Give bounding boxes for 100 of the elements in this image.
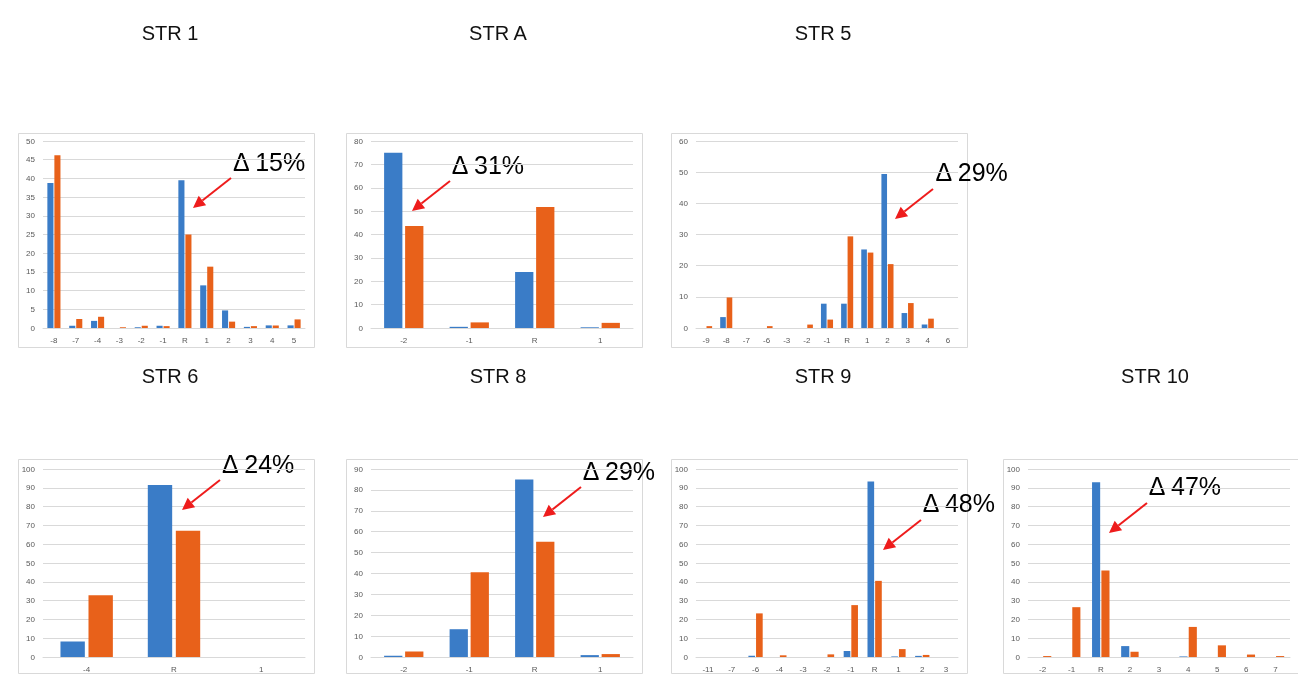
bar [384, 152, 403, 328]
y-tick-label: 10 [26, 286, 36, 296]
bar [726, 297, 733, 328]
y-tick-label: 60 [679, 539, 689, 549]
bar [449, 629, 468, 657]
bar [827, 319, 834, 328]
y-tick-label: 70 [354, 506, 364, 516]
y-tick-label: 40 [26, 173, 36, 183]
y-tick-label: 45 [26, 155, 36, 165]
annotation: Δ 29% [935, 158, 1008, 187]
annotation: Δ 47% [1148, 472, 1222, 501]
x-tick-label: -1 [465, 335, 474, 345]
y-tick-label: 30 [1011, 596, 1021, 606]
chart-title: STR 8 [469, 365, 527, 387]
y-tick-label: 10 [679, 633, 689, 643]
y-tick-label: 70 [679, 520, 689, 530]
y-tick-label: 30 [354, 589, 364, 599]
y-tick-label: 40 [354, 568, 364, 578]
bar [841, 303, 847, 328]
x-tick-label: -3 [115, 335, 124, 345]
bar [720, 317, 726, 328]
bar [536, 541, 555, 657]
y-tick-label: 10 [354, 631, 364, 641]
bar [898, 649, 906, 657]
y-tick-label: 80 [1011, 502, 1021, 512]
x-tick-label: -2 [803, 335, 811, 345]
x-tick-label: 3 [905, 335, 911, 345]
x-tick-label: -4 [94, 335, 102, 345]
bar [60, 641, 85, 657]
y-tick-label: 30 [679, 230, 689, 239]
y-tick-label: 0 [358, 652, 364, 662]
bar [272, 325, 279, 328]
y-tick-label: 100 [674, 464, 689, 474]
y-tick-label: 20 [1011, 614, 1021, 624]
y-tick-label: 40 [26, 577, 36, 587]
y-tick-label: 0 [683, 323, 689, 333]
y-tick-label: 90 [679, 483, 689, 493]
x-tick-label: R [531, 335, 538, 345]
x-tick-label: 2 [920, 664, 926, 674]
y-tick-label: 10 [26, 633, 36, 643]
bar [1072, 607, 1081, 657]
bar [470, 322, 489, 328]
bar [928, 318, 934, 328]
x-tick-label: 3 [1156, 664, 1162, 674]
chart-title: STR 6 [141, 365, 199, 387]
chart-title: STR 9 [794, 365, 852, 387]
x-tick-label: 1 [896, 664, 902, 674]
annotation: Δ 24% [222, 449, 295, 478]
y-tick-label: 70 [1011, 520, 1021, 530]
y-tick-label: 25 [26, 230, 36, 239]
bar [200, 285, 207, 328]
bar [222, 310, 229, 328]
y-tick-label: 0 [358, 323, 364, 333]
x-tick-label: 1 [204, 335, 210, 345]
x-tick-label: -4 [775, 664, 784, 674]
chart-title: STR 5 [794, 22, 852, 44]
x-tick-label: 3 [248, 335, 254, 345]
y-tick-label: 0 [683, 652, 689, 662]
x-tick-label: -2 [400, 664, 408, 674]
y-tick-label: 30 [26, 211, 36, 221]
bar [887, 264, 894, 328]
y-tick-label: 50 [1011, 558, 1021, 568]
y-tick-label: 0 [30, 323, 36, 333]
annotation: Δ 29% [582, 456, 656, 485]
bar [875, 580, 882, 657]
x-tick-label: -2 [1038, 664, 1047, 674]
x-tick-label: 6 [945, 335, 951, 345]
bar [867, 481, 875, 657]
bar [207, 266, 214, 328]
bar [807, 324, 813, 328]
bar [229, 321, 236, 328]
bar [881, 174, 888, 328]
y-tick-label: 60 [354, 527, 364, 537]
bar [47, 182, 54, 328]
bar [843, 650, 851, 657]
y-tick-label: 20 [354, 276, 364, 286]
x-tick-label: -6 [762, 335, 771, 345]
y-tick-label: 10 [354, 300, 364, 310]
x-tick-label: 2 [226, 335, 232, 345]
y-tick-label: 80 [26, 502, 36, 512]
x-tick-label: 5 [1215, 664, 1220, 674]
x-tick-label: -7 [72, 335, 80, 345]
x-tick-label: -8 [50, 335, 59, 345]
y-tick-label: 50 [679, 167, 689, 177]
y-tick-label: 90 [354, 464, 364, 474]
bar [287, 325, 294, 328]
x-tick-label: R [182, 335, 189, 345]
x-tick-label: 4 [270, 335, 276, 345]
bar [91, 320, 98, 328]
chart-title: STR 1 [141, 22, 199, 44]
y-tick-label: 35 [26, 192, 36, 202]
x-tick-label: 6 [1244, 664, 1250, 674]
bar [470, 572, 489, 657]
x-tick-label: 4 [1185, 664, 1191, 674]
chart-title: STR A [469, 22, 528, 44]
y-tick-label: 10 [1011, 633, 1021, 643]
bar [1217, 645, 1226, 657]
y-tick-label: 80 [354, 136, 364, 146]
x-tick-label: -11 [702, 664, 714, 674]
y-tick-label: 40 [1011, 577, 1021, 587]
